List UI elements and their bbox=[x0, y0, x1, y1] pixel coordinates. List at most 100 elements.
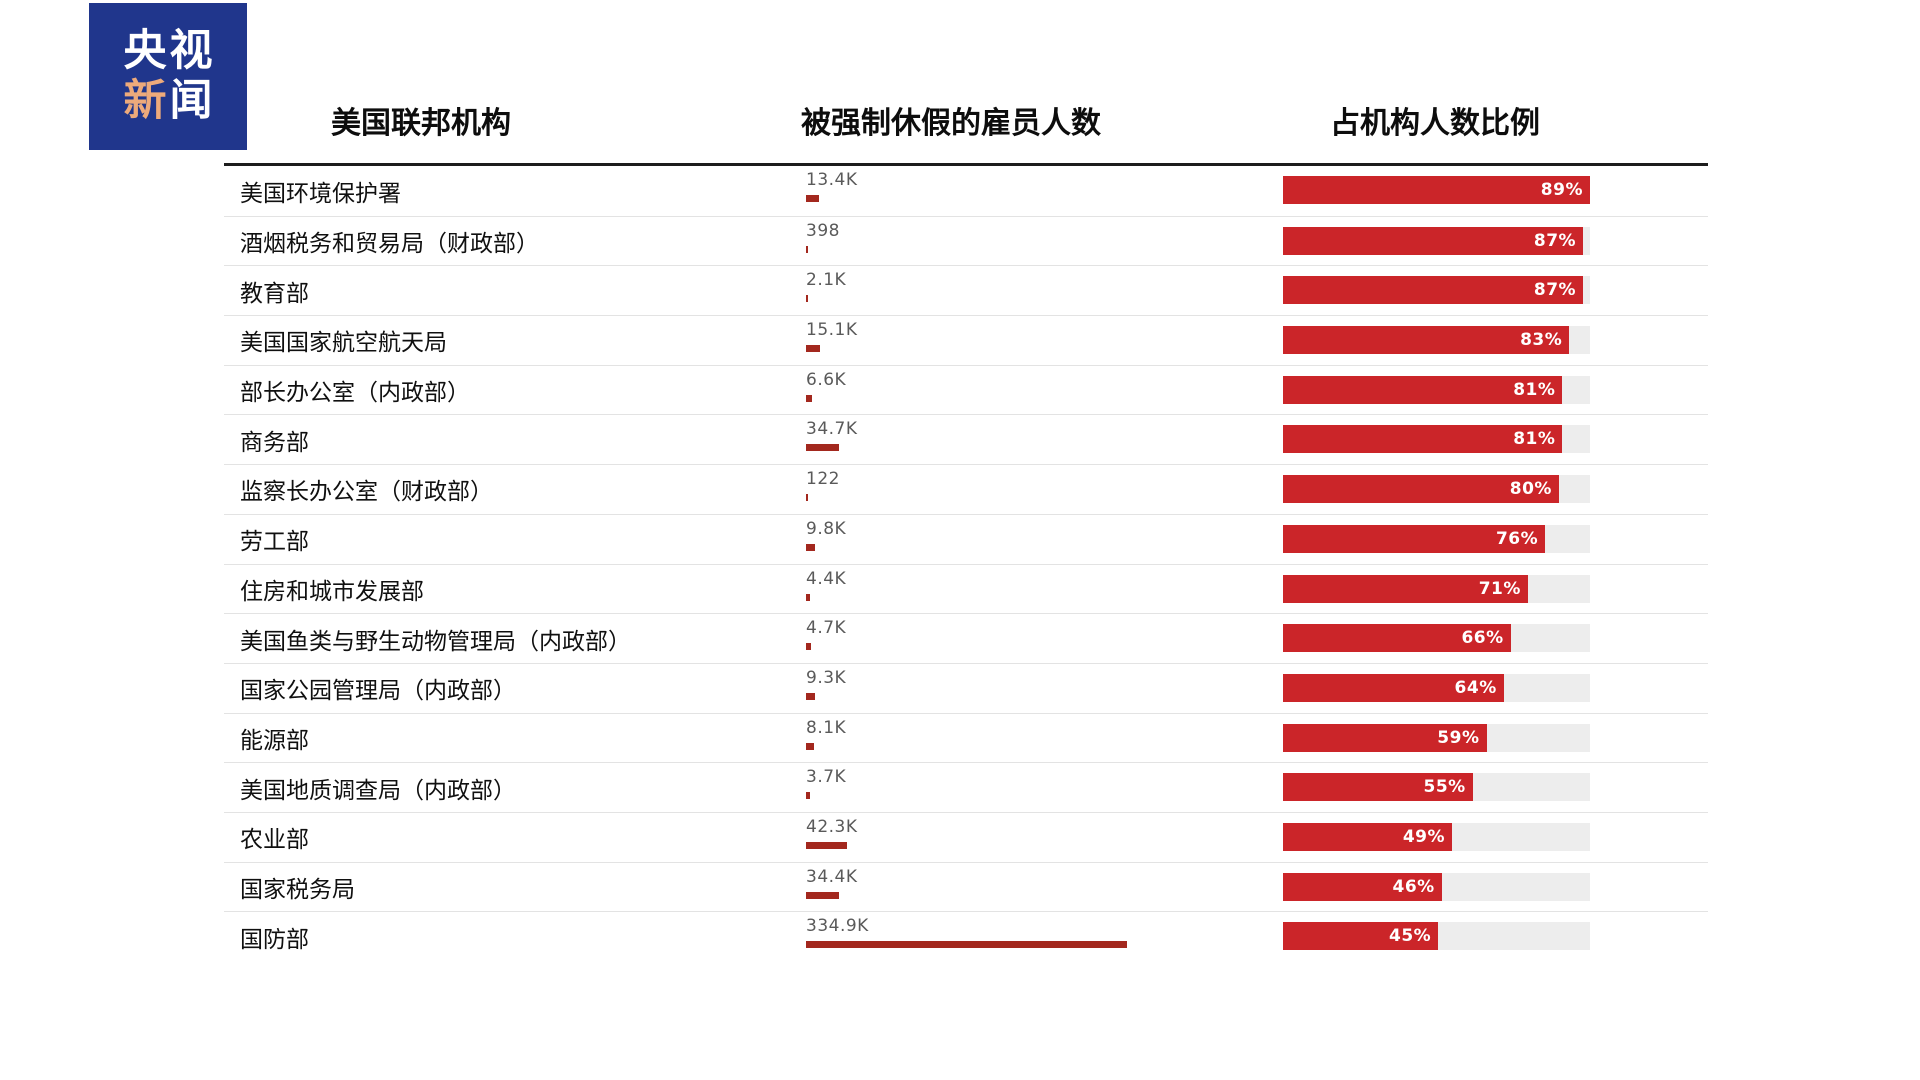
percent-bar-fill: 87% bbox=[1283, 276, 1584, 305]
table-row: 监察长办公室（财政部） 122 80% bbox=[224, 464, 1708, 514]
percent-bar-track: 64% bbox=[1283, 673, 1590, 702]
percent-value-label: 87% bbox=[1533, 230, 1577, 251]
agency-name: 部长办公室（内政部） bbox=[240, 380, 470, 407]
percent-bar-fill: 81% bbox=[1283, 425, 1563, 454]
table-row: 劳工部 9.8K 76% bbox=[224, 513, 1708, 564]
agency-name: 农业部 bbox=[240, 827, 309, 854]
agency-name: 美国鱼类与野生动物管理局（内政部） bbox=[240, 628, 631, 655]
furloughed-count-bar bbox=[806, 345, 820, 353]
percent-bar-track: 89% bbox=[1283, 176, 1590, 204]
table-row: 美国环境保护署 13.4K 89% bbox=[224, 166, 1708, 216]
agency-name: 劳工部 bbox=[240, 529, 309, 556]
percent-bar-track: 55% bbox=[1283, 773, 1590, 802]
furloughed-count-label: 9.3K bbox=[806, 667, 847, 688]
agency-name: 酒烟税务和贸易局（财政部） bbox=[240, 231, 539, 258]
furloughed-count-label: 4.7K bbox=[806, 618, 847, 639]
cctv-news-logo: 央视 新闻 bbox=[89, 3, 247, 150]
table-row: 国家税务局 34.4K 46% bbox=[224, 861, 1708, 912]
furloughed-count-bar bbox=[806, 543, 815, 551]
percent-bar-track: 76% bbox=[1283, 524, 1590, 553]
table-row: 教育部 2.1K 87% bbox=[224, 265, 1708, 315]
percent-bar-fill: 89% bbox=[1283, 176, 1590, 204]
furloughed-count-bar bbox=[806, 841, 847, 849]
furloughed-count-label: 34.7K bbox=[806, 419, 858, 440]
percent-bar-track: 49% bbox=[1283, 822, 1590, 851]
percent-bar-track: 81% bbox=[1283, 425, 1590, 454]
percent-bar-track: 87% bbox=[1283, 226, 1590, 255]
agency-name: 国家公园管理局（内政部） bbox=[240, 678, 516, 705]
percent-value-label: 80% bbox=[1509, 479, 1552, 500]
furloughed-count-label: 3.7K bbox=[806, 767, 847, 788]
furloughed-count-label: 334.9K bbox=[806, 916, 869, 937]
furloughed-count-bar bbox=[806, 245, 808, 253]
furloughed-count-bar bbox=[806, 394, 812, 402]
furloughed-count-label: 9.8K bbox=[806, 518, 847, 539]
column-header-furloughed-count: 被强制休假的雇员人数 bbox=[801, 106, 1101, 141]
percent-bar-track: 66% bbox=[1283, 624, 1590, 653]
percent-bar-track: 45% bbox=[1283, 922, 1590, 951]
furloughed-count-bar bbox=[806, 593, 810, 601]
percent-bar-track: 81% bbox=[1283, 375, 1590, 404]
furloughed-count-label: 34.4K bbox=[806, 866, 858, 887]
percent-value-label: 66% bbox=[1461, 628, 1504, 649]
percent-bar-fill: 66% bbox=[1283, 624, 1511, 653]
percent-value-label: 46% bbox=[1392, 876, 1435, 897]
furloughed-count-label: 42.3K bbox=[806, 816, 858, 837]
column-header-agency: 美国联邦机构 bbox=[331, 106, 511, 141]
agency-name: 监察长办公室（财政部） bbox=[240, 479, 493, 506]
percent-value-label: 83% bbox=[1520, 330, 1563, 351]
percent-value-label: 64% bbox=[1454, 677, 1497, 698]
percent-value-label: 71% bbox=[1478, 578, 1521, 599]
percent-value-label: 49% bbox=[1402, 826, 1446, 847]
table-row: 美国地质调查局（内政部） 3.7K 55% bbox=[224, 762, 1708, 812]
furloughed-count-bar bbox=[806, 444, 839, 452]
furloughed-count-bar bbox=[806, 742, 814, 750]
logo-line-1: 央视 bbox=[123, 26, 216, 77]
logo-line-2: 新闻 bbox=[123, 75, 216, 126]
furloughed-count-bar bbox=[806, 692, 815, 700]
table-row: 住房和城市发展部 4.4K 71% bbox=[224, 563, 1708, 614]
percent-bar-fill: 59% bbox=[1283, 723, 1487, 752]
percent-bar-fill: 83% bbox=[1283, 326, 1570, 355]
agency-table: 美国环境保护署 13.4K 89% 酒烟税务和贸易局（财政部） 398 87% … bbox=[224, 166, 1708, 961]
table-row: 农业部 42.3K 49% bbox=[224, 811, 1708, 862]
percent-value-label: 76% bbox=[1495, 528, 1539, 549]
table-row: 能源部 8.1K 59% bbox=[224, 712, 1708, 763]
percent-value-label: 55% bbox=[1423, 777, 1466, 798]
table-row: 酒烟税务和贸易局（财政部） 398 87% bbox=[224, 215, 1708, 266]
table-row: 国防部 334.9K 45% bbox=[224, 911, 1708, 961]
furloughed-count-label: 13.4K bbox=[806, 170, 858, 190]
furloughed-count-bar bbox=[806, 792, 810, 800]
table-row: 国家公园管理局（内政部） 9.3K 64% bbox=[224, 662, 1708, 713]
furloughed-count-bar bbox=[806, 494, 808, 502]
percent-bar-fill: 55% bbox=[1283, 773, 1473, 802]
column-header-percent: 占机构人数比例 bbox=[1330, 106, 1540, 141]
agency-name: 国防部 bbox=[240, 926, 309, 953]
agency-name: 商务部 bbox=[240, 429, 309, 456]
agency-name: 美国环境保护署 bbox=[240, 180, 401, 207]
percent-bar-fill: 46% bbox=[1283, 872, 1442, 901]
percent-value-label: 59% bbox=[1437, 727, 1480, 748]
percent-bar-fill: 87% bbox=[1283, 226, 1584, 255]
table-row: 美国鱼类与野生动物管理局（内政部） 4.7K 66% bbox=[224, 613, 1708, 663]
percent-value-label: 81% bbox=[1513, 429, 1556, 450]
furloughed-count-bar bbox=[806, 295, 808, 303]
furloughed-count-bar bbox=[806, 195, 819, 202]
furloughed-count-label: 6.6K bbox=[806, 369, 847, 390]
table-row: 商务部 34.7K 81% bbox=[224, 414, 1708, 464]
agency-name: 国家税务局 bbox=[240, 876, 355, 903]
agency-name: 住房和城市发展部 bbox=[240, 578, 424, 605]
agency-name: 教育部 bbox=[240, 280, 309, 307]
table-row: 美国国家航空航天局 15.1K 83% bbox=[224, 315, 1708, 365]
furloughed-count-label: 15.1K bbox=[806, 320, 858, 341]
furloughed-count-bar bbox=[806, 891, 839, 899]
furloughed-count-label: 122 bbox=[806, 469, 840, 490]
percent-bar-fill: 71% bbox=[1283, 574, 1528, 603]
percent-value-label: 81% bbox=[1513, 379, 1556, 400]
percent-bar-fill: 76% bbox=[1283, 524, 1546, 553]
percent-bar-track: 71% bbox=[1283, 574, 1590, 603]
percent-value-label: 89% bbox=[1540, 180, 1583, 200]
percent-value-label: 45% bbox=[1389, 926, 1432, 947]
percent-bar-fill: 80% bbox=[1283, 475, 1559, 504]
percent-bar-track: 46% bbox=[1283, 872, 1590, 901]
